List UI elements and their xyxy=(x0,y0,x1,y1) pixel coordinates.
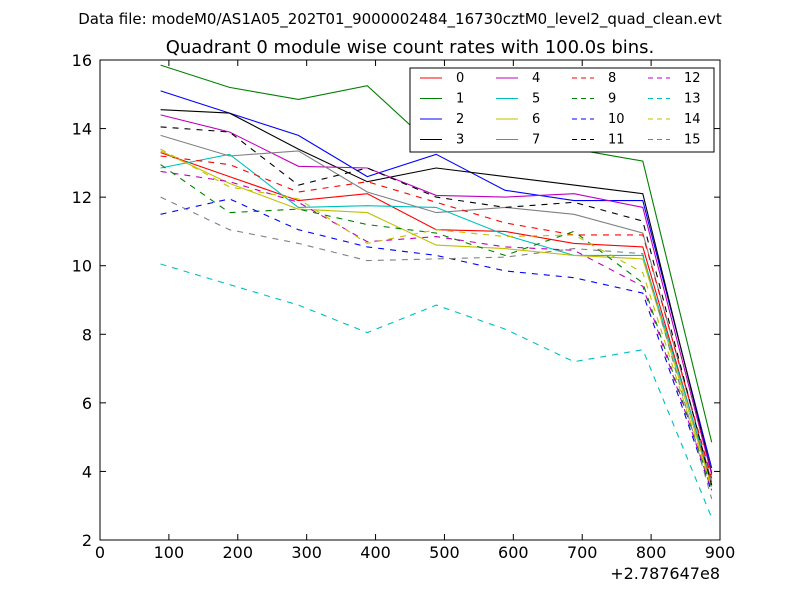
y-tick-label: 8 xyxy=(82,325,92,344)
y-tick-label: 16 xyxy=(72,51,92,70)
x-tick-label: 500 xyxy=(429,543,460,562)
legend-label-10: 10 xyxy=(608,112,625,127)
legend-label-7: 7 xyxy=(532,133,540,148)
plot-area: 0 100 200 300 400 500 600 700 800 900246810121416… xyxy=(72,51,736,562)
legend-label-9: 9 xyxy=(608,92,616,107)
x-axis-offset-label: +2.787647e8 xyxy=(610,564,720,583)
series-line-8 xyxy=(160,155,713,479)
series-line-9 xyxy=(160,164,713,489)
x-tick-label: 600 xyxy=(498,543,529,562)
x-tick-label: 900 xyxy=(705,543,736,562)
x-tick-label: 700 xyxy=(567,543,598,562)
legend-label-2: 2 xyxy=(456,112,464,127)
x-tick-label: 200 xyxy=(223,543,254,562)
legend-label-15: 15 xyxy=(684,133,701,148)
series-line-7 xyxy=(160,134,713,482)
y-tick-label: 4 xyxy=(82,462,92,481)
legend-label-11: 11 xyxy=(608,133,625,148)
chart-title: Quadrant 0 module wise count rates with … xyxy=(166,37,655,58)
legend-box xyxy=(409,67,715,153)
y-tick-label: 6 xyxy=(82,394,92,413)
series-line-11 xyxy=(160,126,713,486)
series-line-6 xyxy=(160,150,713,488)
y-tick-label: 12 xyxy=(72,188,92,207)
y-tick-label: 10 xyxy=(72,257,92,276)
series-line-14 xyxy=(160,148,713,489)
legend-label-4: 4 xyxy=(532,71,540,86)
legend-label-3: 3 xyxy=(456,133,464,148)
axes-frame xyxy=(99,59,721,541)
legend-label-8: 8 xyxy=(608,71,616,86)
series-line-13 xyxy=(160,263,713,518)
series-line-4 xyxy=(160,114,713,476)
x-tick-label: 800 xyxy=(636,543,667,562)
legend-label-6: 6 xyxy=(532,112,540,127)
x-tick-label: 0 xyxy=(95,543,105,562)
y-tick-label: 2 xyxy=(82,531,92,550)
chart-suptitle: Data file: modeM0/AS1A05_202T01_90000024… xyxy=(78,10,722,29)
x-tick-label: 400 xyxy=(360,543,391,562)
legend-label-5: 5 xyxy=(532,92,540,107)
x-tick-label: 300 xyxy=(291,543,322,562)
legend-label-14: 14 xyxy=(684,112,701,127)
legend-label-0: 0 xyxy=(456,71,464,86)
x-tick-label: 100 xyxy=(154,543,185,562)
legend-label-12: 12 xyxy=(684,71,701,86)
legend-label-1: 1 xyxy=(456,92,464,107)
series-line-15 xyxy=(160,196,713,500)
series-line-3 xyxy=(160,109,713,474)
y-tick-label: 14 xyxy=(72,120,92,139)
series-line-5 xyxy=(160,153,713,482)
legend-label-13: 13 xyxy=(684,92,701,107)
series-line-10 xyxy=(160,198,713,493)
series-line-2 xyxy=(160,90,713,469)
series-line-12 xyxy=(160,170,713,491)
